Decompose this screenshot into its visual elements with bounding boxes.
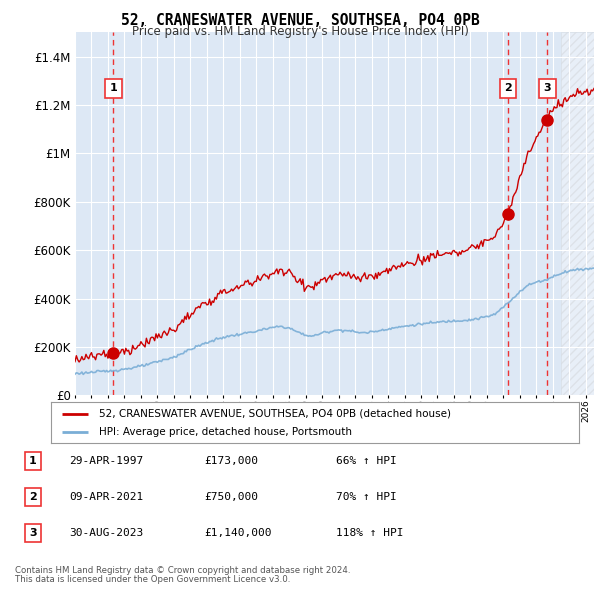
Text: HPI: Average price, detached house, Portsmouth: HPI: Average price, detached house, Port… [98, 428, 352, 437]
Text: 118% ↑ HPI: 118% ↑ HPI [336, 528, 404, 537]
Text: £750,000: £750,000 [204, 492, 258, 502]
Text: 52, CRANESWATER AVENUE, SOUTHSEA, PO4 0PB (detached house): 52, CRANESWATER AVENUE, SOUTHSEA, PO4 0P… [98, 409, 451, 419]
Text: 2: 2 [504, 83, 512, 93]
Bar [561, 32, 594, 395]
Text: 2: 2 [29, 492, 37, 502]
Text: 29-APR-1997: 29-APR-1997 [69, 457, 143, 466]
Text: This data is licensed under the Open Government Licence v3.0.: This data is licensed under the Open Gov… [15, 575, 290, 584]
Text: 1: 1 [29, 457, 37, 466]
Bar [561, 32, 594, 395]
Text: 3: 3 [544, 83, 551, 93]
Text: Contains HM Land Registry data © Crown copyright and database right 2024.: Contains HM Land Registry data © Crown c… [15, 566, 350, 575]
Text: £173,000: £173,000 [204, 457, 258, 466]
Text: 52, CRANESWATER AVENUE, SOUTHSEA, PO4 0PB: 52, CRANESWATER AVENUE, SOUTHSEA, PO4 0P… [121, 13, 479, 28]
Text: £1,140,000: £1,140,000 [204, 528, 271, 537]
Text: 09-APR-2021: 09-APR-2021 [69, 492, 143, 502]
Text: 70% ↑ HPI: 70% ↑ HPI [336, 492, 397, 502]
Text: 30-AUG-2023: 30-AUG-2023 [69, 528, 143, 537]
Text: 66% ↑ HPI: 66% ↑ HPI [336, 457, 397, 466]
Text: Price paid vs. HM Land Registry's House Price Index (HPI): Price paid vs. HM Land Registry's House … [131, 25, 469, 38]
Text: 3: 3 [29, 528, 37, 537]
Text: 1: 1 [110, 83, 117, 93]
